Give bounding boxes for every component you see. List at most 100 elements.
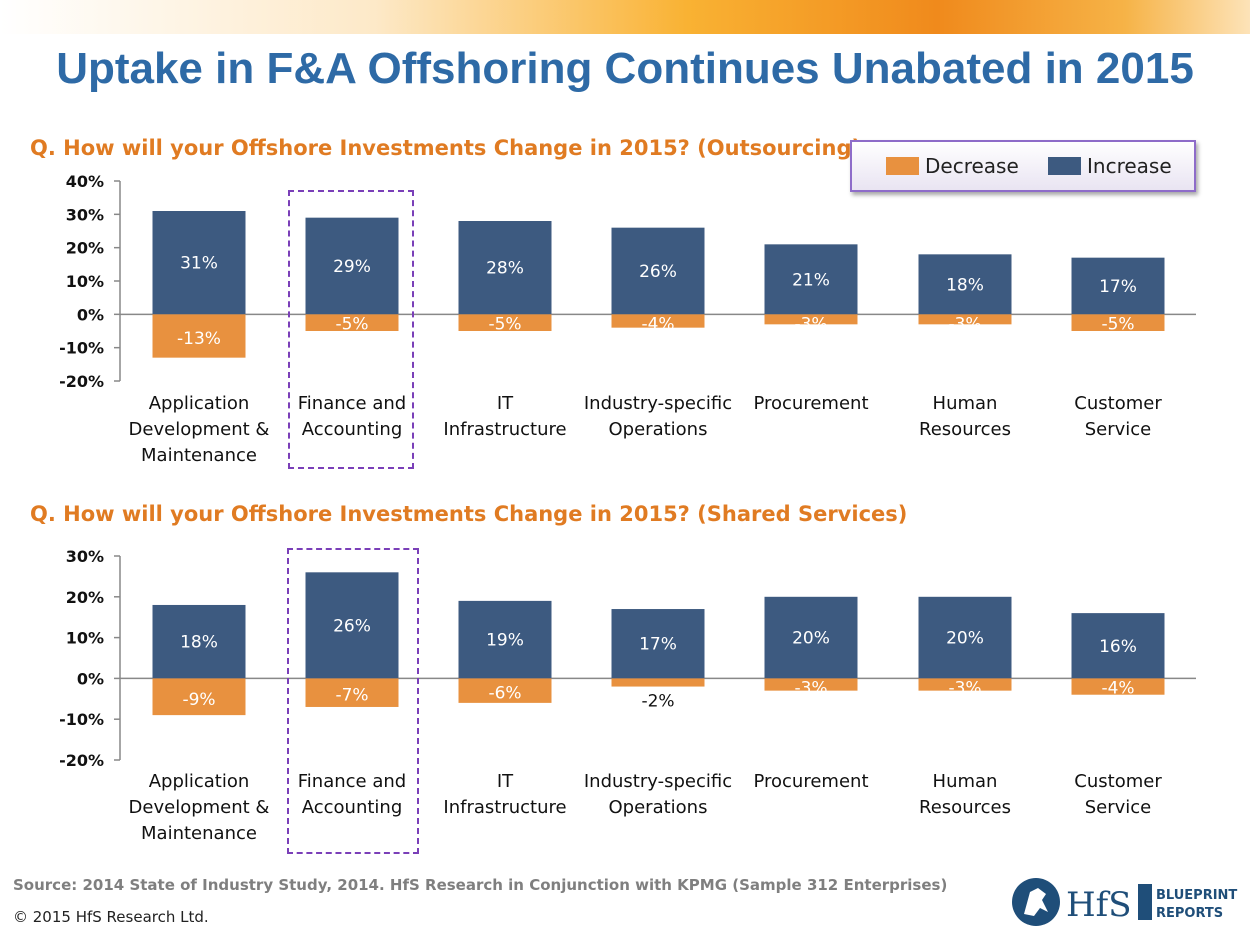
legend-label-decrease: Decrease (925, 154, 1019, 178)
bar-decrease (918, 678, 1012, 691)
category-label: Resources (919, 419, 1011, 440)
logo-horse-icon (1024, 888, 1048, 916)
bar-increase-label: 18% (180, 633, 218, 653)
logo-line2-text: REPORTS (1156, 906, 1223, 921)
y-tick-label: 30% (66, 205, 104, 224)
y-tick-label: -20% (59, 751, 104, 770)
bar-increase (918, 596, 1012, 679)
category-label: Operations (609, 797, 708, 818)
bar-decrease-label: -9% (182, 690, 215, 710)
y-tick-label: 40% (66, 172, 104, 191)
y-tick-label: 30% (66, 547, 104, 566)
bar-decrease (1071, 678, 1165, 695)
source-note: Source: 2014 State of Industry Study, 20… (13, 876, 948, 894)
bar-decrease-label: -6% (488, 684, 521, 704)
bar-decrease-label: -2% (641, 692, 674, 712)
category-label: Accounting (302, 419, 403, 440)
category-label: Infrastructure (443, 419, 566, 440)
chart-1-question: Q. How will your Offshore Investments Ch… (30, 136, 862, 160)
category-label: Service (1085, 797, 1152, 818)
bar-decrease (918, 314, 1012, 325)
bar-decrease (458, 314, 552, 331)
bar-decrease (611, 314, 705, 328)
y-tick-label: -20% (59, 372, 104, 391)
bar-decrease-label: -3% (794, 678, 827, 698)
bar-increase-label: 17% (639, 635, 677, 655)
category-label: Industry-specific (584, 393, 732, 414)
header-gradient-band (0, 0, 1250, 34)
category-label: Application (149, 393, 250, 414)
bar-decrease-label: -5% (488, 314, 521, 334)
bar-decrease-label: -4% (641, 314, 674, 334)
bar-increase-label: 20% (946, 629, 984, 649)
y-tick-label: 10% (66, 629, 104, 648)
bar-decrease (458, 678, 552, 703)
bar-decrease (764, 678, 858, 691)
category-label: Customer (1074, 771, 1162, 792)
bar-decrease-label: -13% (177, 329, 221, 349)
bar-increase (1071, 257, 1165, 315)
bar-increase (305, 217, 399, 315)
bar-increase-label: 21% (792, 270, 830, 290)
bar-increase-label: 19% (486, 631, 524, 651)
y-tick-label: -10% (59, 339, 104, 358)
bar-decrease (611, 678, 705, 687)
bar-increase-label: 17% (1099, 277, 1137, 297)
bar-decrease-label: -5% (335, 314, 368, 334)
category-label: Finance and (298, 771, 406, 792)
category-label: Procurement (753, 771, 868, 792)
bar-decrease-label: -3% (948, 678, 981, 698)
bar-increase-label: 28% (486, 259, 524, 279)
bar-increase (1071, 613, 1165, 679)
hfs-blueprint-logo: HfS BLUEPRINT REPORTS (1012, 878, 1237, 926)
bar-decrease (305, 678, 399, 707)
category-label: Industry-specific (584, 771, 732, 792)
bar-decrease-label: -7% (335, 686, 368, 706)
legend: Decrease Increase (850, 140, 1196, 192)
category-label: Application (149, 771, 250, 792)
category-label: Human (933, 393, 998, 414)
category-label: IT (497, 771, 514, 792)
category-label: Finance and (298, 393, 406, 414)
bar-increase (305, 572, 399, 679)
category-label: Customer (1074, 393, 1162, 414)
y-tick-label: 0% (77, 669, 104, 688)
y-tick-label: 20% (66, 239, 104, 258)
legend-item-increase: Increase (1048, 154, 1172, 178)
y-tick-label: 0% (77, 305, 104, 324)
category-label: Resources (919, 797, 1011, 818)
outsourcing-chart: 40% 30% 20% 10% 0% -10% -20% 31% -13% Application… (59, 172, 1196, 466)
category-label: Operations (609, 419, 708, 440)
bar-decrease (764, 314, 858, 325)
category-label: Infrastructure (443, 797, 566, 818)
bar-increase (458, 600, 552, 679)
bar-increase (611, 609, 705, 679)
finance-highlight-box-1 (288, 190, 414, 469)
bar-increase-label: 16% (1099, 637, 1137, 657)
legend-swatch-increase (1048, 157, 1081, 175)
bar-increase (918, 254, 1012, 315)
logo-brand-text: HfS (1066, 885, 1132, 925)
bar-increase (764, 596, 858, 679)
page-title: Uptake in F&A Offshoring Continues Unaba… (56, 44, 1194, 93)
bar-decrease-label: -5% (1101, 314, 1134, 334)
legend-label-increase: Increase (1087, 154, 1172, 178)
bar-increase-label: 26% (333, 616, 371, 636)
y-tick-label: 20% (66, 588, 104, 607)
bar-decrease-label: -3% (794, 314, 827, 334)
logo-line1-text: BLUEPRINT (1156, 888, 1237, 903)
bar-increase-label: 26% (639, 262, 677, 282)
bar-decrease (152, 314, 246, 358)
copyright: © 2015 HfS Research Ltd. (13, 908, 209, 926)
bar-decrease (1071, 314, 1165, 331)
shared-services-chart: 30% 20% 10% 0% -10% -20% 18% -9% Application Deve… (59, 547, 1196, 844)
finance-highlight-box-2 (287, 548, 419, 854)
bar-decrease (152, 678, 246, 716)
bar-increase-label: 18% (946, 275, 984, 295)
category-label: Service (1085, 419, 1152, 440)
bar-decrease (305, 314, 399, 331)
category-label: Maintenance (141, 445, 257, 466)
category-label: Procurement (753, 393, 868, 414)
legend-item-decrease: Decrease (886, 154, 1019, 178)
bar-increase (458, 221, 552, 315)
